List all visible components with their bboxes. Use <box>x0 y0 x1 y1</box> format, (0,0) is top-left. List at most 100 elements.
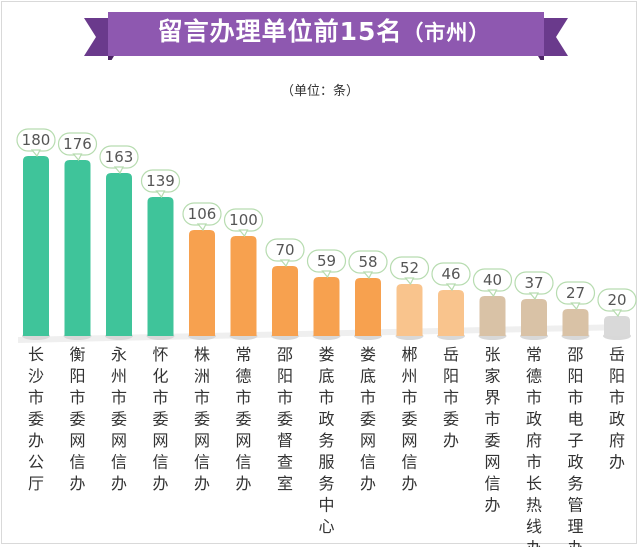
category-label-char: 办 <box>484 496 500 515</box>
category-label-char: 市 <box>152 388 168 407</box>
value-label: 59 <box>317 252 336 270</box>
category-label-char: 办 <box>526 539 542 547</box>
value-label: 100 <box>229 211 258 229</box>
category-label-char: 委 <box>360 410 376 429</box>
category-label-char: 办 <box>111 474 127 493</box>
category-label-char: 府 <box>609 431 625 450</box>
value-bubble-tail <box>113 166 124 175</box>
category-label-char: 市 <box>277 388 293 407</box>
value-bubble-tail <box>611 309 622 318</box>
category-label-char: 市 <box>69 388 85 407</box>
category-label-char: 信 <box>235 453 251 472</box>
value-label: 70 <box>275 241 294 259</box>
category-label-char: 张 <box>484 345 500 364</box>
category-label-char: 岳 <box>443 345 459 364</box>
value-label: 176 <box>63 135 92 153</box>
category-label-char: 中 <box>318 496 334 515</box>
category-label-char: 办 <box>609 453 625 472</box>
category-label-char: 州 <box>111 367 127 386</box>
category-label-char: 网 <box>111 431 127 450</box>
category-label-char: 信 <box>401 453 417 472</box>
category-label-char: 市 <box>567 388 583 407</box>
category-label-char: 政 <box>318 410 334 429</box>
category-label-char: 邵 <box>567 345 583 364</box>
category-label-char: 线 <box>526 517 542 536</box>
category-label-char: 务 <box>567 474 583 493</box>
category-label-char: 永 <box>111 345 127 364</box>
category-label-char: 委 <box>235 410 251 429</box>
category-label-char: 厅 <box>28 474 44 493</box>
value-label: 40 <box>483 271 502 289</box>
category-label-char: 化 <box>152 367 168 386</box>
category-label-char: 网 <box>484 453 500 472</box>
category-label-char: 市 <box>318 388 334 407</box>
value-label: 20 <box>607 291 626 309</box>
category-label-char: 委 <box>69 410 85 429</box>
category-label-char: 理 <box>567 517 583 536</box>
category-label-char: 家 <box>484 367 500 386</box>
category-label-char: 阳 <box>609 367 625 386</box>
value-label: 180 <box>22 131 51 149</box>
chart-title-suffix: （市州） <box>402 21 491 45</box>
category-label-char: 委 <box>111 410 127 429</box>
category-label-char: 长 <box>526 474 542 493</box>
category-label-char: 办 <box>28 431 44 450</box>
category-label-char: 德 <box>235 367 251 386</box>
category-label-char: 委 <box>401 410 417 429</box>
category-label-char: 心 <box>318 517 334 536</box>
category-label-char: 市 <box>526 388 542 407</box>
category-label-char: 市 <box>111 388 127 407</box>
category-label-char: 委 <box>484 431 500 450</box>
value-label: 163 <box>105 148 134 166</box>
category-label-char: 管 <box>567 496 583 515</box>
category-label-char: 底 <box>318 367 334 386</box>
category-label-char: 办 <box>443 431 459 450</box>
category-label-char: 服 <box>318 453 334 472</box>
banner-right-fold <box>538 56 544 60</box>
category-label-char: 株 <box>194 345 210 364</box>
value-bubble-tail <box>279 259 290 268</box>
value-bubble-tail <box>238 229 249 238</box>
value-bubble-tail <box>72 153 83 162</box>
category-label-char: 市 <box>28 388 44 407</box>
category-label-char: 办 <box>69 474 85 493</box>
category-label-char: 政 <box>567 453 583 472</box>
chart-title-main: 留言办理单位前15名 <box>157 17 403 46</box>
category-label-char: 办 <box>360 474 376 493</box>
category-label-char: 洲 <box>194 367 210 386</box>
category-label-char: 网 <box>69 431 85 450</box>
unit-note: （单位：条） <box>280 84 359 99</box>
value-bubble-tail <box>445 283 456 292</box>
category-label-char: 网 <box>152 431 168 450</box>
category-label-char: 室 <box>277 474 293 493</box>
category-label-char: 市 <box>360 388 376 407</box>
category-label-char: 网 <box>235 431 251 450</box>
category-label-char: 查 <box>277 453 293 472</box>
category-label-char: 界 <box>484 388 500 407</box>
category-label-char: 务 <box>318 431 334 450</box>
category-label-char: 信 <box>360 453 376 472</box>
value-label: 27 <box>566 284 585 302</box>
value-bubble-tail <box>404 277 415 286</box>
category-label-char: 底 <box>360 367 376 386</box>
category-label-char: 办 <box>401 474 417 493</box>
category-label-char: 市 <box>401 388 417 407</box>
category-label-char: 委 <box>152 410 168 429</box>
value-label: 106 <box>188 205 217 223</box>
category-label-char: 公 <box>28 453 44 472</box>
category-label-char: 市 <box>526 453 542 472</box>
category-label-char: 衡 <box>69 345 85 364</box>
category-label-char: 政 <box>609 410 625 429</box>
category-label-char: 长 <box>28 345 44 364</box>
